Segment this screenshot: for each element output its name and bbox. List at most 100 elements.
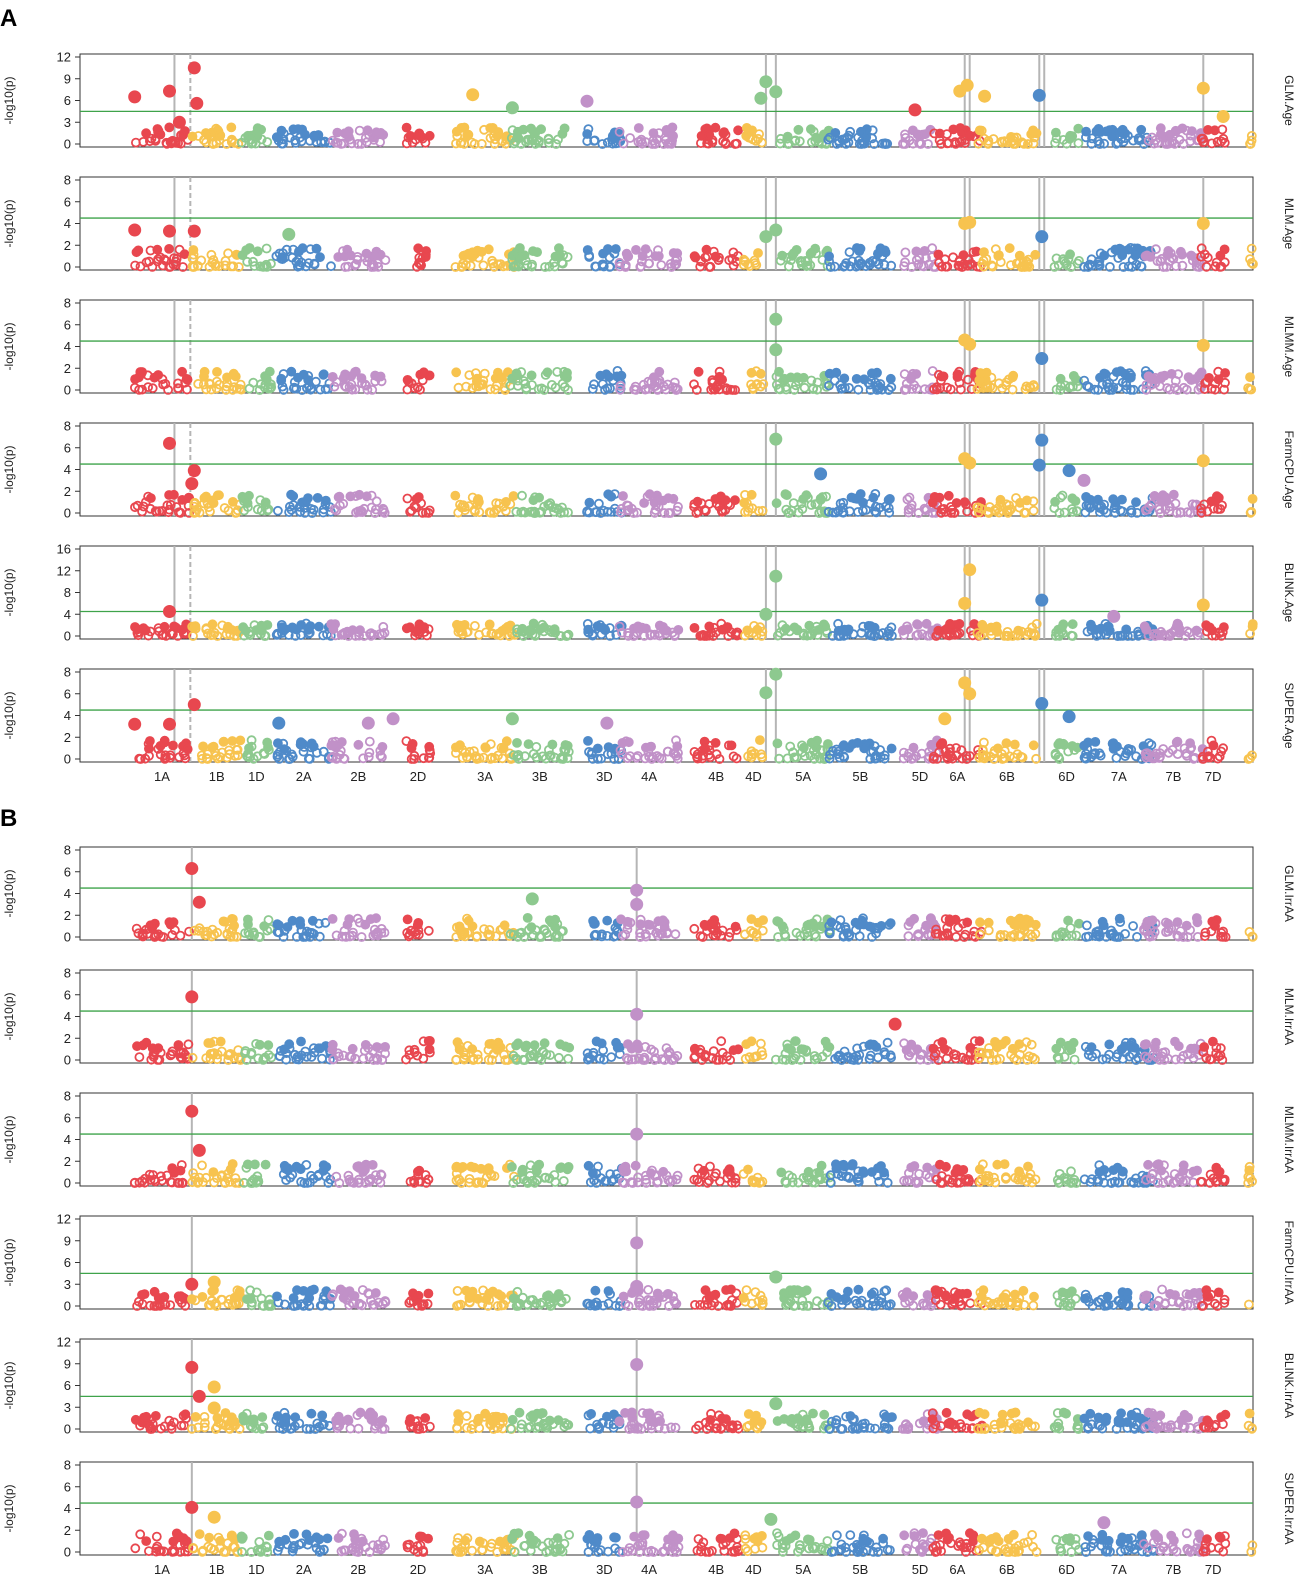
snp-point [412,920,423,930]
snp-point [947,753,958,764]
snp-point [309,258,320,269]
snp-point [942,752,952,762]
snp-point [776,1167,787,1178]
snp-point [227,736,238,746]
snp-point [1093,257,1104,268]
snp-point [1079,375,1090,386]
snp-point [262,137,273,147]
snp-point [401,1054,411,1065]
snp-point [1099,138,1109,149]
snp-point [789,1285,799,1295]
snp-point [369,250,380,261]
snp-point [802,260,813,271]
trait-label: MLMM.Age [1282,316,1296,378]
snp-point [360,919,371,930]
y-tick-label: 4 [64,339,71,354]
snp-point [329,381,340,392]
snp-point [523,739,534,749]
snp-point [1005,931,1016,942]
snp-point [175,1291,186,1301]
snp-point [711,749,722,760]
snp-point [726,1284,736,1295]
snp-point [371,127,382,138]
snp-point [963,374,973,385]
snp-point [252,504,263,515]
snp-point [1063,253,1074,264]
snp-point [840,922,851,933]
snp-point [906,1039,917,1050]
snp-point [464,927,475,938]
snp-point [484,1039,495,1049]
snp-point [617,627,627,638]
snp-point [824,753,835,764]
snp-point [942,382,952,393]
snp-point [831,744,842,755]
snp-point [377,742,388,752]
snp-point [990,244,1001,255]
snp-point [314,621,324,632]
snp-point [1073,123,1084,134]
snp-point [639,498,649,508]
snp-point [689,923,700,934]
snp-point [584,250,594,261]
snp-point [352,913,363,924]
snp-point [723,631,734,641]
snp-point [582,136,593,147]
snp-point [189,925,200,936]
snp-point [995,494,1006,505]
snp-point [1144,738,1154,748]
snp-point [607,132,618,143]
snp-point [1183,372,1194,383]
snp-point [1001,738,1012,748]
snp-point [522,913,533,923]
snp-point [1081,126,1091,137]
snp-point [365,914,376,924]
snp-point [623,1039,633,1049]
significant-snp [172,115,186,129]
snp-point [356,373,367,384]
snp-point [696,130,707,141]
snp-point [900,257,910,268]
snp-point [506,1162,517,1172]
snp-point [511,1055,522,1065]
snp-point [899,625,910,635]
snp-point [695,261,706,272]
snp-point [356,932,367,942]
snp-point [833,618,843,629]
snp-point [152,256,163,267]
y-tick-label: 3 [64,1277,71,1292]
snp-point [838,740,849,751]
snp-point [487,123,498,133]
snp-point [452,1286,463,1296]
snp-point [542,367,553,378]
snp-point [1121,748,1132,759]
snp-point [606,506,616,517]
snp-point [308,1284,319,1295]
chromosome-label: 4A [641,769,657,784]
snp-point [1051,1043,1062,1054]
y-tick-label: 6 [64,1110,71,1125]
snp-point [622,916,633,927]
snp-point [225,629,236,640]
significant-snp [128,717,142,731]
significant-snp [963,563,977,577]
snp-point [338,498,349,509]
snp-point [915,130,925,141]
significant-snp [769,223,783,237]
snp-point [1129,243,1140,254]
snp-point [355,507,366,517]
snp-point [417,375,428,386]
snp-point [261,243,272,254]
snp-point [228,931,239,942]
snp-point [168,740,178,751]
snp-point [1099,368,1110,379]
snp-point [1171,261,1181,272]
snp-point [226,122,237,133]
snp-point [1051,384,1062,395]
snp-point [347,930,358,941]
snp-point [456,137,467,148]
snp-point [869,139,879,149]
snp-point [933,625,944,636]
snp-point [648,135,659,146]
snp-point [1066,1166,1076,1177]
